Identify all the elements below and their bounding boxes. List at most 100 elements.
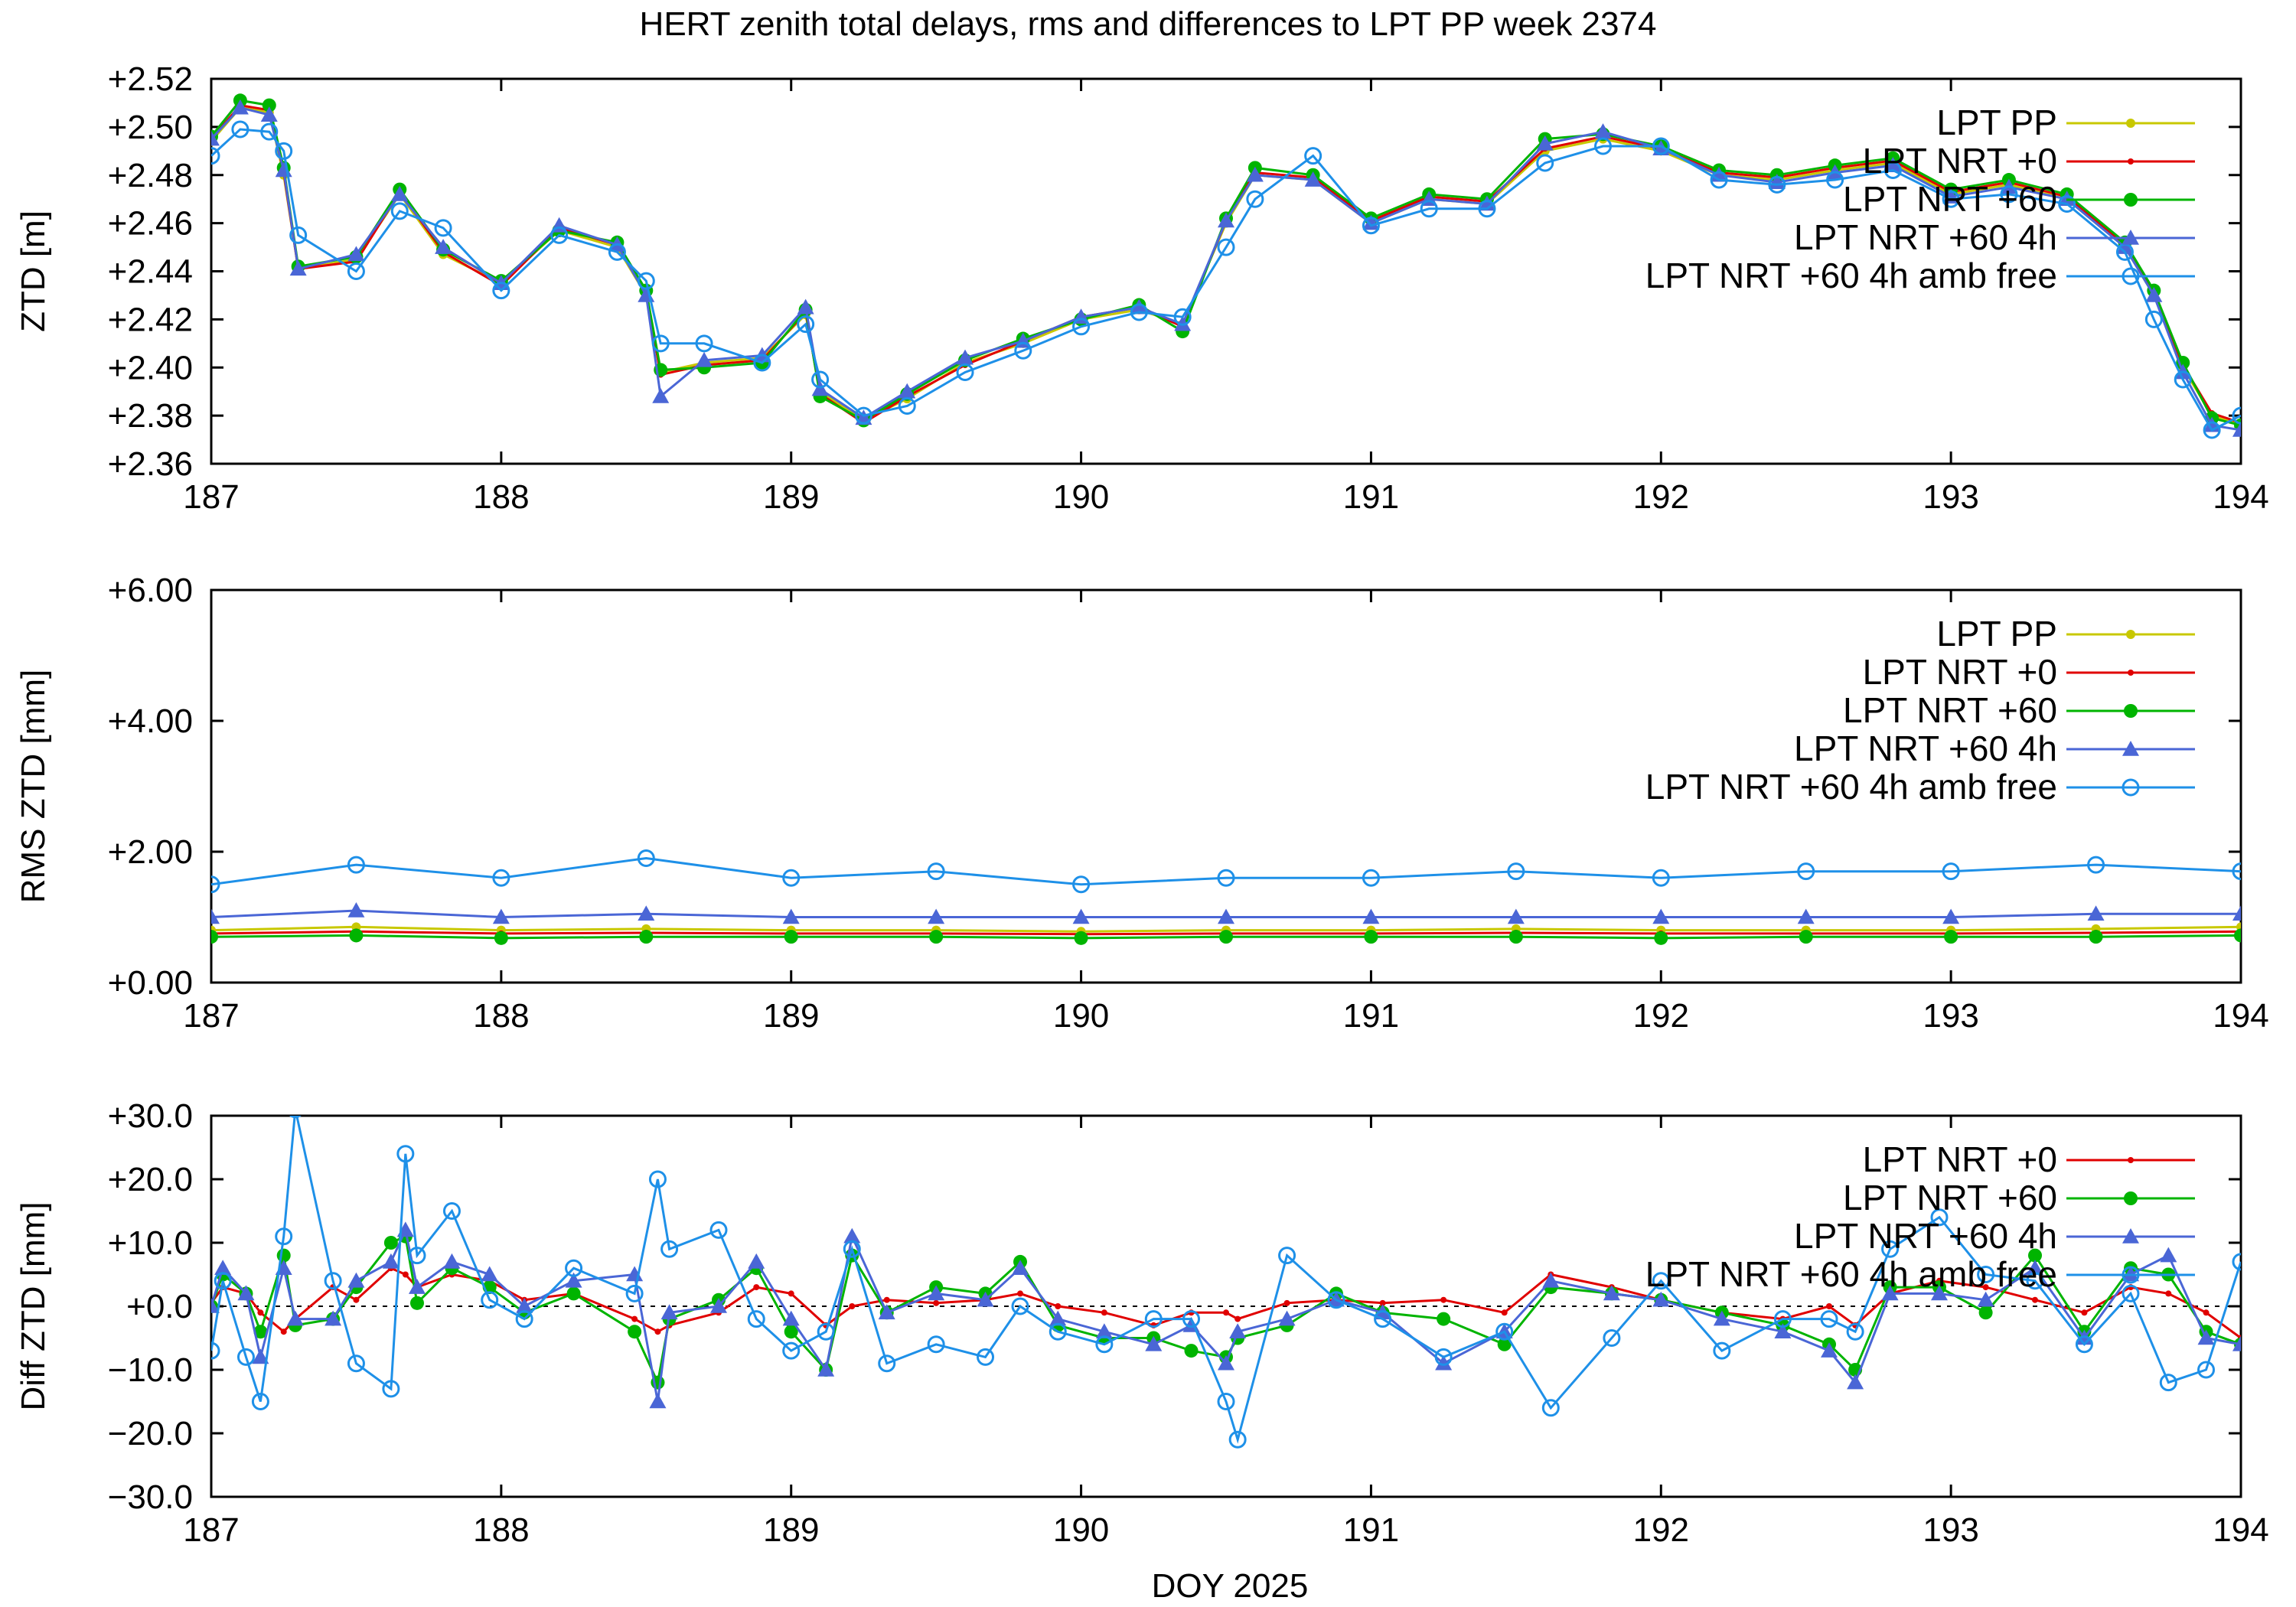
y-tick-label: +2.36 bbox=[108, 445, 193, 483]
panel-2-plot-area bbox=[203, 851, 2249, 945]
data-point-lpt_nrt_60_4h bbox=[748, 1253, 765, 1269]
y-tick-label: −20.0 bbox=[108, 1415, 193, 1452]
data-point-lpt_nrt_0 bbox=[1234, 1316, 1241, 1322]
data-point-lpt_nrt_60_4h bbox=[383, 1253, 400, 1269]
legend-label-lpt_nrt_60: LPT NRT +60 bbox=[1843, 1178, 2057, 1217]
y-tick-label: −30.0 bbox=[108, 1478, 193, 1516]
legend-label-lpt_nrt_60_4h: LPT NRT +60 4h bbox=[1794, 1216, 2057, 1256]
data-point-lpt_nrt_60 bbox=[1979, 1305, 1993, 1319]
x-tick-label: 190 bbox=[1053, 997, 1109, 1035]
x-tick-label: 193 bbox=[1923, 1511, 1978, 1549]
y-tick-label: +2.52 bbox=[108, 60, 193, 98]
legend-label-lpt_pp: LPT PP bbox=[1936, 103, 2057, 142]
x-tick-label: 193 bbox=[1923, 997, 1978, 1035]
legend-label-lpt_pp: LPT PP bbox=[1936, 614, 2057, 654]
data-point-lpt_nrt_0 bbox=[1017, 1290, 1023, 1296]
x-tick-label: 192 bbox=[1633, 1511, 1689, 1549]
y-tick-label: +2.00 bbox=[108, 833, 193, 871]
data-point-lpt_nrt_60 bbox=[639, 930, 653, 944]
data-point-lpt_nrt_0 bbox=[1101, 1309, 1107, 1315]
data-point-lpt_nrt_60 bbox=[929, 930, 943, 944]
y-tick-label: +2.46 bbox=[108, 205, 193, 243]
data-point-lpt_nrt_0 bbox=[933, 1300, 939, 1306]
legend-label-lpt_nrt_60_4h: LPT NRT +60 4h bbox=[1794, 217, 2057, 257]
legend-label-lpt_nrt_60_4h_amb_free: LPT NRT +60 4h amb free bbox=[1645, 767, 2057, 807]
data-point-lpt_nrt_60 bbox=[1075, 931, 1088, 945]
x-tick-label: 187 bbox=[183, 1511, 239, 1549]
chart-title: HERT zenith total delays, rms and differ… bbox=[640, 5, 1657, 43]
x-tick-label: 191 bbox=[1343, 1511, 1399, 1549]
data-point-lpt_nrt_60 bbox=[384, 1236, 398, 1250]
data-point-lpt_nrt_0 bbox=[353, 1297, 359, 1303]
data-point-lpt_nrt_0 bbox=[884, 1297, 890, 1303]
legend-label-lpt_nrt_0: LPT NRT +0 bbox=[1863, 652, 2057, 692]
data-point-lpt_nrt_60_4h bbox=[649, 1393, 666, 1409]
data-point-lpt_nrt_0 bbox=[2032, 1297, 2038, 1303]
data-point-lpt_nrt_0 bbox=[753, 1284, 759, 1290]
data-point-lpt_nrt_60 bbox=[2089, 930, 2103, 944]
y-tick-label: +2.44 bbox=[108, 253, 193, 291]
x-tick-label: 189 bbox=[763, 997, 819, 1035]
y-tick-label: −10.0 bbox=[108, 1351, 193, 1389]
legend-label-lpt_nrt_60: LPT NRT +60 bbox=[1843, 690, 2057, 730]
data-point-lpt_nrt_0 bbox=[257, 1309, 263, 1315]
data-point-lpt_nrt_60 bbox=[2234, 928, 2248, 942]
data-point-lpt_nrt_60 bbox=[567, 1286, 581, 1300]
data-point-lpt_nrt_0 bbox=[1440, 1297, 1446, 1303]
panel-2: 187 188 189 190 191 192 193 194 +0.00 +2.00 +4.00 +… bbox=[15, 572, 2269, 1035]
legend-marker-lpt_nrt_60 bbox=[2124, 1191, 2138, 1205]
data-point-lpt_nrt_0 bbox=[1223, 1309, 1229, 1315]
x-tick-label: 189 bbox=[763, 478, 819, 516]
x-tick-label: 193 bbox=[1923, 478, 1978, 516]
panel-3: 187 188 189 190 191 192 193 194−30.0−20.0−10.0+… bbox=[15, 1097, 2269, 1549]
data-point-lpt_nrt_0 bbox=[403, 1272, 409, 1278]
y-tick-label: +4.00 bbox=[108, 702, 193, 740]
data-point-lpt_nrt_0 bbox=[788, 1290, 794, 1296]
panels: 187 188 189 190 191 192 193 194+2.36+2.38+2.40+… bbox=[15, 60, 2269, 1549]
data-point-lpt_nrt_60 bbox=[1364, 930, 1378, 944]
data-point-lpt_nrt_0 bbox=[1284, 1300, 1290, 1306]
x-tick-label: 192 bbox=[1633, 997, 1689, 1035]
panel-1: 187 188 189 190 191 192 193 194 +2.36 +2.38 +2.40 +… bbox=[15, 60, 2269, 516]
y-tick-label: +6.00 bbox=[108, 572, 193, 609]
x-tick-label: 188 bbox=[473, 997, 529, 1035]
y-tick-label: +2.48 bbox=[108, 157, 193, 194]
x-tick-label: 190 bbox=[1053, 478, 1109, 516]
data-point-lpt_nrt_60 bbox=[1799, 930, 1813, 944]
legend-label-lpt_nrt_60_4h_amb_free: LPT NRT +60 4h amb free bbox=[1645, 256, 2057, 295]
data-point-lpt_nrt_60 bbox=[1509, 930, 1523, 944]
data-point-lpt_nrt_0 bbox=[281, 1328, 287, 1335]
legend-label-lpt_nrt_60_4h_amb_free: LPT NRT +60 4h amb free bbox=[1645, 1254, 2057, 1294]
x-tick-label: 192 bbox=[1633, 478, 1689, 516]
data-point-lpt_nrt_60_4h bbox=[2160, 1247, 2177, 1263]
data-point-lpt_nrt_60 bbox=[628, 1325, 641, 1338]
data-point-lpt_nrt_0 bbox=[1826, 1303, 1832, 1309]
data-point-lpt_nrt_0 bbox=[2081, 1309, 2087, 1315]
legend-marker-lpt_nrt_0 bbox=[2128, 158, 2134, 165]
x-tick-label: 191 bbox=[1343, 997, 1399, 1035]
x-tick-label: 194 bbox=[2213, 478, 2268, 516]
y-tick-label: +2.40 bbox=[108, 349, 193, 386]
legend-marker-lpt_nrt_60 bbox=[2124, 193, 2138, 207]
x-tick-label: 188 bbox=[473, 478, 529, 516]
y-tick-label: +30.0 bbox=[108, 1097, 193, 1135]
legend-label-lpt_nrt_60: LPT NRT +60 bbox=[1843, 179, 2057, 219]
panel-3-y-axis-label: Diff ZTD [mm] bbox=[15, 1202, 52, 1411]
data-point-lpt_nrt_0 bbox=[1055, 1303, 1061, 1309]
data-point-lpt_nrt_60_4h bbox=[783, 1311, 800, 1326]
data-point-lpt_nrt_0 bbox=[2203, 1309, 2210, 1315]
data-point-lpt_nrt_60 bbox=[1654, 931, 1668, 945]
data-point-lpt_nrt_60 bbox=[784, 930, 798, 944]
x-tick-label: 187 bbox=[183, 997, 239, 1035]
data-point-lpt_nrt_60 bbox=[349, 928, 363, 942]
legend-label-lpt_nrt_0: LPT NRT +0 bbox=[1863, 1139, 2057, 1179]
legend-label-lpt_nrt_60_4h: LPT NRT +60 4h bbox=[1794, 729, 2057, 768]
panel-1-y-axis-label: ZTD [m] bbox=[15, 210, 52, 332]
y-tick-label: +0.0 bbox=[126, 1288, 193, 1325]
x-axis-label: DOY 2025 bbox=[1152, 1567, 1309, 1605]
y-tick-label: +2.50 bbox=[108, 109, 193, 146]
panel-2-y-axis-label: RMS ZTD [mm] bbox=[15, 670, 52, 904]
data-point-lpt_nrt_0 bbox=[1502, 1309, 1508, 1315]
data-point-lpt_nrt_60 bbox=[1437, 1312, 1450, 1326]
